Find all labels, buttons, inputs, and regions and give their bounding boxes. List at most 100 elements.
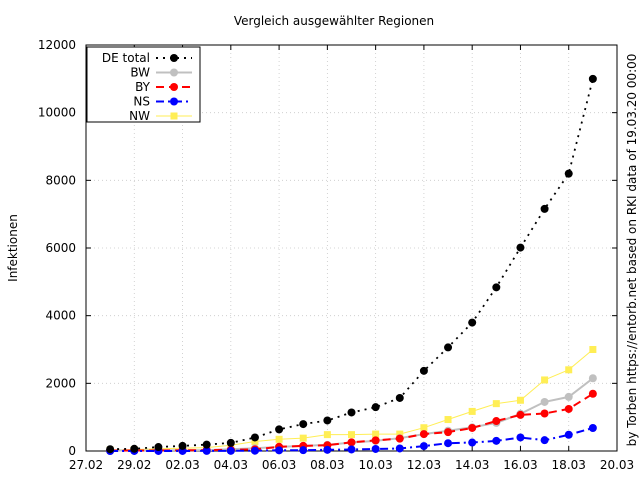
data-point-de-total xyxy=(516,243,525,252)
data-point-de-total xyxy=(299,420,308,429)
data-point-bw xyxy=(540,397,549,406)
data-point-ns xyxy=(323,445,332,454)
data-point-ns xyxy=(588,423,597,432)
data-point-bw xyxy=(588,374,597,383)
x-tick-label: 27.02 xyxy=(69,458,103,472)
data-point-de-total xyxy=(106,445,115,454)
x-tick-label: 06.03 xyxy=(262,458,296,472)
data-point-nw xyxy=(251,437,259,445)
data-point-ns xyxy=(226,446,235,455)
data-point-de-total xyxy=(444,343,453,352)
data-point-nw xyxy=(396,430,404,438)
data-point-nw xyxy=(492,400,500,408)
data-point-by xyxy=(444,428,453,437)
data-point-ns xyxy=(395,444,404,453)
data-point-de-total xyxy=(468,318,477,327)
legend-label-nw: NW xyxy=(129,109,150,123)
chart-title: Vergleich ausgewählter Regionen xyxy=(234,14,434,28)
data-point-nw xyxy=(299,434,307,442)
x-axis: 27.02 29.02 02.03 04.03 06.03 08.03 10.03 12.03… xyxy=(69,45,634,472)
data-point-by xyxy=(419,430,428,439)
y-tick-label: 12000 xyxy=(38,38,76,52)
x-tick-label: 08.03 xyxy=(310,458,344,472)
data-point-ns xyxy=(516,433,525,442)
data-point-by xyxy=(564,404,573,413)
legend-label-de-total: DE total xyxy=(102,51,150,65)
x-tick-label: 04.03 xyxy=(214,458,248,472)
data-point-de-total xyxy=(130,444,139,453)
data-point-de-total xyxy=(588,74,597,83)
data-point-de-total xyxy=(395,393,404,402)
legend-marker-nw xyxy=(170,112,178,120)
data-point-by xyxy=(347,438,356,447)
legend-label-by: BY xyxy=(135,80,151,94)
x-tick-label: 02.03 xyxy=(165,458,199,472)
x-tick-label: 20.03 xyxy=(600,458,634,472)
y-axis-label: Infektionen xyxy=(6,214,20,282)
data-point-by xyxy=(371,436,380,445)
legend-label-bw: BW xyxy=(130,66,150,80)
data-point-nw xyxy=(589,346,597,353)
data-point-ns xyxy=(468,438,477,447)
data-point-de-total xyxy=(226,438,235,447)
y-axis: 0 2000 4000 6000 8000 10000 12000 xyxy=(38,38,617,458)
data-point-de-total xyxy=(250,433,259,442)
data-point-by xyxy=(588,389,597,398)
data-point-nw xyxy=(420,424,428,432)
series-ns xyxy=(106,423,597,455)
data-point-by xyxy=(468,423,477,432)
x-tick-label: 29.02 xyxy=(117,458,151,472)
data-point-ns xyxy=(492,436,501,445)
data-point-nw xyxy=(323,431,331,439)
source-note: by Torben https://entorb.net based on RK… xyxy=(625,54,639,447)
data-point-de-total xyxy=(178,441,187,450)
x-tick-label: 18.03 xyxy=(552,458,586,472)
data-point-nw xyxy=(372,430,380,438)
x-tick-label: 16.03 xyxy=(503,458,537,472)
data-point-de-total xyxy=(347,408,356,417)
y-tick-label: 2000 xyxy=(45,376,76,390)
y-tick-label: 8000 xyxy=(45,173,76,187)
y-tick-label: 10000 xyxy=(38,106,76,120)
data-point-ns xyxy=(250,446,259,455)
data-point-nw xyxy=(275,435,283,443)
y-tick-label: 0 xyxy=(68,444,76,458)
data-point-de-total xyxy=(492,283,501,292)
data-point-bw xyxy=(564,392,573,401)
data-point-de-total xyxy=(419,366,428,375)
data-point-nw xyxy=(541,376,549,384)
data-point-de-total xyxy=(154,443,163,452)
legend-label-ns: NS xyxy=(133,95,150,109)
legend-marker-by xyxy=(170,83,178,91)
data-point-ns xyxy=(564,430,573,439)
legend-marker-ns xyxy=(170,97,178,106)
data-point-de-total xyxy=(275,425,284,434)
series-group xyxy=(106,74,597,455)
data-point-nw xyxy=(516,396,524,404)
data-point-ns xyxy=(444,439,453,448)
data-point-by xyxy=(492,417,501,426)
data-point-de-total xyxy=(540,204,549,213)
x-tick-label: 14.03 xyxy=(455,458,489,472)
data-point-ns xyxy=(540,436,549,445)
y-tick-label: 6000 xyxy=(45,241,76,255)
x-tick-label: 10.03 xyxy=(358,458,392,472)
x-tick-label: 12.03 xyxy=(407,458,441,472)
data-point-nw xyxy=(565,366,573,374)
series-de-total xyxy=(106,74,597,454)
data-point-ns xyxy=(275,446,284,455)
data-point-by xyxy=(516,410,525,419)
data-point-nw xyxy=(348,431,355,439)
legend-marker-bw xyxy=(170,68,178,77)
data-point-de-total xyxy=(323,416,332,425)
y-tick-label: 4000 xyxy=(45,309,76,323)
data-point-de-total xyxy=(371,403,380,412)
data-point-nw xyxy=(468,407,476,415)
data-point-by xyxy=(540,409,549,418)
data-point-nw xyxy=(444,416,452,424)
data-point-ns xyxy=(371,444,380,453)
data-point-de-total xyxy=(202,440,211,449)
data-point-ns xyxy=(299,446,308,455)
